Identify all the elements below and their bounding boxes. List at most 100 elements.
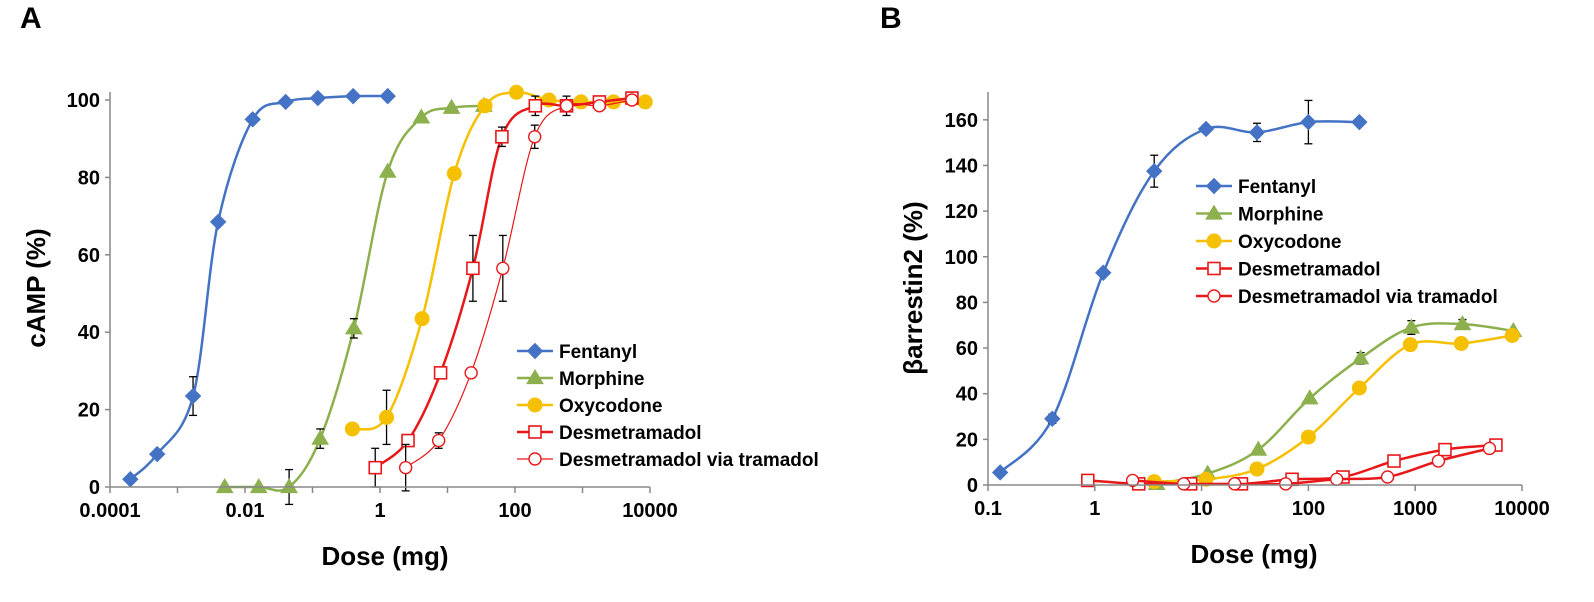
data-point-fentanyl xyxy=(1146,162,1163,180)
data-point-desmetramadol xyxy=(368,460,383,475)
data-point-oxycodone xyxy=(1453,335,1469,351)
series-line-oxycodone xyxy=(1154,334,1513,483)
series-line-morphine xyxy=(1156,322,1514,486)
legend-label-fentanyl: Fentanyl xyxy=(1238,177,1316,198)
data-point-fentanyl xyxy=(184,387,202,405)
series-fentanyl xyxy=(122,87,396,488)
data-point-desmetramadol-via-tramadol xyxy=(1380,470,1395,484)
data-point-morphine xyxy=(344,319,363,335)
x-tick-label: 0.0001 xyxy=(79,500,140,522)
legend-marker-desmetramadol xyxy=(1207,261,1221,276)
data-point-morphine xyxy=(378,162,397,178)
panel-a-legend: Fentanyl Morphine Oxycodone Desmetramadol De… xyxy=(517,342,819,471)
data-point-desmetramadol xyxy=(1081,473,1095,488)
data-point-morphine xyxy=(1402,318,1421,334)
data-point-oxycodone xyxy=(1249,461,1265,477)
data-point-fentanyl xyxy=(1300,113,1317,131)
series-desmetramadol-via-tramadol xyxy=(1125,441,1497,491)
data-point-fentanyl xyxy=(1197,120,1215,138)
series-oxycodone xyxy=(1146,328,1520,490)
data-point-morphine xyxy=(215,478,234,494)
data-point-morphine xyxy=(1249,440,1268,456)
y-tick-label: 20 xyxy=(78,400,100,422)
data-point-desmetramadol-via-tramadol xyxy=(464,366,478,380)
legend-marker-desmetramadol-via-tramadol xyxy=(528,452,542,466)
data-point-oxycodone xyxy=(344,421,360,437)
data-point-morphine xyxy=(280,478,298,494)
data-point-fentanyl xyxy=(209,213,227,231)
legend-marker-oxycodone xyxy=(1206,233,1222,249)
legend-marker-desmetramadol xyxy=(528,425,542,439)
data-point-oxycodone xyxy=(477,98,493,114)
panel-b-axes: 0 20 40 60 80 100 120 140 160 0.1 1 10 100 1000 10000 xyxy=(945,92,1550,520)
x-tick-label: 1 xyxy=(374,500,385,522)
data-point-desmetramadol-via-tramadol xyxy=(431,433,446,448)
y-tick-label: 100 xyxy=(945,247,978,269)
data-point-oxycodone xyxy=(446,166,462,182)
y-tick-label: 160 xyxy=(945,110,978,132)
y-tick-label: 20 xyxy=(956,429,978,451)
panel-a-x-axis-title: Dose (mg) xyxy=(321,541,448,571)
panel-a-letter: A xyxy=(20,2,42,35)
data-point-morphine xyxy=(1351,349,1370,365)
panel-b: B 0 20 40 60 80 100 120 140 160 0.1 1 10 100 1000 1000… xyxy=(880,2,1550,569)
data-point-oxycodone xyxy=(508,84,524,100)
data-point-desmetramadol-via-tramadol xyxy=(398,460,413,475)
data-point-desmetramadol-via-tramadol xyxy=(1177,477,1191,491)
y-tick-label: 40 xyxy=(78,322,100,344)
legend-label-desmetramadol-via-tramadol: Desmetramadol via tramadol xyxy=(559,450,819,471)
data-point-fentanyl xyxy=(1248,124,1266,141)
data-point-oxycodone xyxy=(1351,380,1367,396)
data-point-fentanyl xyxy=(244,111,261,128)
data-point-oxycodone xyxy=(414,311,430,327)
series-line-desmetramadol-via-tramadol xyxy=(405,99,633,469)
data-point-fentanyl xyxy=(148,445,166,463)
data-point-desmetramadol-via-tramadol xyxy=(1227,477,1242,491)
data-point-oxycodone xyxy=(606,94,622,110)
data-point-oxycodone xyxy=(1504,328,1520,344)
panel-b-legend: Fentanyl Morphine Oxycodone Desmetramadol De… xyxy=(1196,177,1498,308)
legend-marker-morphine xyxy=(526,369,544,385)
data-point-fentanyl xyxy=(309,89,327,107)
panel-b-letter: B xyxy=(880,2,902,35)
data-point-fentanyl xyxy=(1351,113,1368,131)
data-point-desmetramadol-via-tramadol xyxy=(496,261,510,276)
y-tick-label: 80 xyxy=(78,167,100,189)
data-point-oxycodone xyxy=(1402,337,1418,353)
data-point-desmetramadol xyxy=(466,261,480,276)
x-tick-label: 0.1 xyxy=(974,498,1002,520)
y-tick-label: 140 xyxy=(945,155,978,177)
data-point-fentanyl xyxy=(379,87,396,105)
x-tick-label: 100 xyxy=(1292,498,1325,520)
x-tick-label: 10000 xyxy=(1494,498,1550,520)
y-tick-label: 100 xyxy=(67,90,100,112)
data-point-oxycodone xyxy=(573,94,589,110)
x-tick-label: 0.01 xyxy=(226,500,265,522)
x-tick-label: 1 xyxy=(1089,498,1100,520)
data-point-morphine xyxy=(412,108,431,124)
data-point-morphine xyxy=(1300,389,1319,405)
panel-a: A 0 20 40 60 80 100 0.0001 0.01 1 100 10000 Dose (… xyxy=(20,2,819,571)
legend-marker-morphine xyxy=(1205,204,1223,220)
x-tick-label: 10 xyxy=(1190,498,1212,520)
panel-b-x-axis-title: Dose (mg) xyxy=(1190,539,1317,569)
panel-a-y-axis-title: cAMP (%) xyxy=(21,228,51,347)
data-point-oxycodone xyxy=(1300,429,1316,445)
legend-label-desmetramadol: Desmetramadol xyxy=(1238,260,1381,281)
data-point-fentanyl xyxy=(1095,264,1112,281)
legend-marker-desmetramadol-via-tramadol xyxy=(1207,289,1221,303)
panel-b-y-axis-title: βarrestin2 (%) xyxy=(898,201,928,374)
data-point-desmetramadol xyxy=(433,366,448,380)
data-point-desmetramadol xyxy=(401,433,415,448)
data-point-desmetramadol-via-tramadol xyxy=(1279,477,1293,491)
y-tick-label: 60 xyxy=(78,245,100,267)
data-point-oxycodone xyxy=(637,94,653,110)
y-tick-label: 40 xyxy=(956,384,978,406)
legend-marker-fentanyl xyxy=(526,342,544,360)
data-point-fentanyl xyxy=(277,93,294,111)
series-morphine xyxy=(215,96,493,506)
panel-a-axes: 0 20 40 60 80 100 0.0001 0.01 1 100 10000 xyxy=(67,90,678,522)
series-desmetramadol-via-tramadol xyxy=(398,93,639,492)
series-line-fentanyl xyxy=(129,94,388,481)
